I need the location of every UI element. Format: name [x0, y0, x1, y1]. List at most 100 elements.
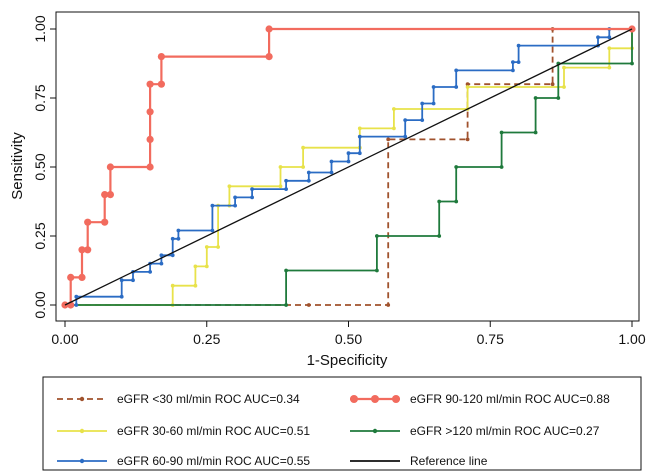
- legend: eGFR <30 ml/min ROC AUC=0.34 eGFR 90-120 …: [42, 376, 642, 471]
- data-point: [454, 68, 459, 73]
- series-2: [63, 27, 634, 307]
- legend-label: eGFR <30 ml/min ROC AUC=0.34: [117, 392, 300, 406]
- data-point: [146, 80, 154, 88]
- data-point: [216, 245, 221, 249]
- legend-swatch-marker: [79, 458, 85, 464]
- data-point: [375, 234, 379, 238]
- data-point: [403, 118, 408, 122]
- data-point: [250, 187, 255, 192]
- series-layer: [61, 25, 636, 309]
- data-point: [284, 187, 288, 192]
- data-point: [556, 96, 561, 100]
- data-point: [67, 273, 75, 281]
- legend-label: eGFR 60-90 ml/min ROC AUC=0.55: [117, 454, 310, 468]
- y-tick-label: 0.75: [32, 84, 48, 111]
- data-point: [157, 80, 165, 88]
- legend-item: eGFR 30-60 ml/min ROC AUC=0.51: [57, 424, 310, 438]
- data-point: [454, 165, 459, 169]
- legend-label: eGFR >120 ml/min ROC AUC=0.27: [410, 424, 600, 438]
- data-point: [106, 191, 114, 199]
- data-point: [375, 268, 379, 273]
- data-point: [465, 85, 470, 89]
- legend-item: Reference line: [350, 454, 488, 468]
- series-1: [63, 27, 634, 307]
- data-point: [78, 246, 86, 254]
- data-point: [210, 228, 215, 233]
- series-3: [61, 25, 636, 309]
- legend-label: Reference line: [410, 454, 488, 468]
- data-point: [78, 273, 86, 281]
- data-point: [250, 195, 255, 200]
- legend-swatch-marker: [79, 428, 85, 434]
- data-point: [146, 108, 154, 116]
- data-point: [106, 163, 114, 171]
- y-axis: 0.00 0.25 0.50 0.75 1.00: [32, 15, 56, 319]
- data-point: [170, 283, 175, 288]
- legend-item: eGFR 60-90 ml/min ROC AUC=0.55: [57, 454, 310, 468]
- data-point: [146, 135, 154, 143]
- data-point: [511, 60, 515, 64]
- data-point: [176, 236, 181, 241]
- series-line: [64, 28, 633, 306]
- y-axis-title: Sensitivity: [9, 132, 26, 200]
- data-point: [499, 165, 504, 169]
- data-point: [511, 68, 515, 73]
- x-tick-label: 0.25: [193, 331, 220, 347]
- data-point: [516, 43, 521, 48]
- data-point: [596, 35, 600, 40]
- data-point: [306, 170, 311, 175]
- data-point: [210, 203, 215, 208]
- legend-box: [42, 376, 642, 471]
- data-point: [301, 145, 305, 150]
- data-point: [84, 218, 92, 226]
- data-point: [284, 268, 288, 273]
- data-point: [437, 234, 442, 238]
- data-point: [607, 35, 612, 40]
- data-point: [431, 101, 436, 106]
- data-point: [386, 303, 391, 307]
- data-point: [329, 170, 334, 175]
- data-point: [403, 134, 408, 139]
- data-point: [284, 303, 288, 307]
- data-point: [233, 203, 238, 208]
- legend-swatch-marker: [372, 428, 378, 434]
- data-point: [533, 96, 538, 100]
- data-point: [146, 163, 154, 171]
- data-point: [306, 178, 311, 183]
- x-axis: 0.00 0.25 0.50 0.75 1.00: [51, 321, 646, 347]
- data-point: [630, 61, 634, 66]
- y-tick-label: 1.00: [32, 15, 48, 42]
- data-point: [392, 107, 396, 111]
- data-point: [607, 46, 612, 51]
- data-point: [74, 303, 79, 307]
- data-point: [170, 236, 175, 241]
- data-point: [265, 53, 273, 61]
- legend-item: eGFR >120 ml/min ROC AUC=0.27: [350, 424, 600, 438]
- legend-label: eGFR 90-120 ml/min ROC AUC=0.88: [410, 392, 610, 406]
- data-point: [465, 137, 470, 142]
- y-tick-label: 0.25: [32, 222, 48, 249]
- data-point: [550, 82, 555, 87]
- legend-swatch-marker: [350, 395, 358, 403]
- series-5: [64, 28, 633, 306]
- data-point: [346, 159, 351, 164]
- data-point: [357, 126, 362, 131]
- data-point: [516, 60, 521, 64]
- data-point: [265, 25, 273, 33]
- legend-item: eGFR <30 ml/min ROC AUC=0.34: [57, 392, 300, 406]
- data-point: [284, 178, 288, 183]
- legend-swatch-marker: [392, 395, 400, 403]
- data-point: [278, 184, 283, 189]
- data-point: [431, 85, 436, 89]
- data-point: [357, 134, 362, 139]
- data-point: [227, 184, 232, 189]
- data-point: [607, 65, 612, 70]
- x-tick-label: 0.50: [335, 331, 362, 347]
- data-point: [159, 261, 164, 266]
- data-point: [170, 253, 175, 258]
- legend-label: eGFR 30-60 ml/min ROC AUC=0.51: [117, 424, 310, 438]
- data-point: [119, 294, 124, 299]
- data-point: [465, 82, 470, 87]
- data-point: [159, 253, 164, 258]
